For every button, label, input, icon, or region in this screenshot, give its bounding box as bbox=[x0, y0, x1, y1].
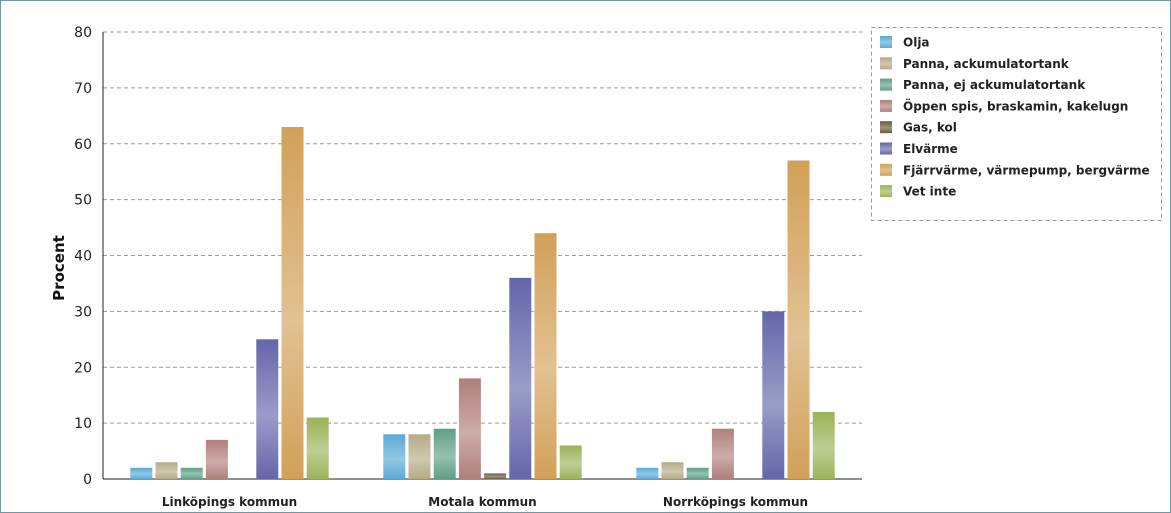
y-axis-title: Procent bbox=[50, 235, 68, 301]
legend-label-panna-ej-ackumulatortank: Panna, ej ackumulatortank bbox=[903, 78, 1086, 92]
bar-linkopings-kommun-oppen-spis-braskamin-kakelugn bbox=[205, 439, 228, 479]
bar-motala-kommun-gas-kol bbox=[484, 473, 507, 479]
bar-linkopings-kommun-olja bbox=[130, 467, 153, 479]
bar-norrkopings-kommun-olja bbox=[636, 467, 659, 479]
labels: Procent Linköpings kommun Motala kommun No… bbox=[50, 235, 808, 509]
legend-swatch-fjarrvarme-varmepump-bergvarme bbox=[880, 163, 892, 176]
y-tick-label-70: 70 bbox=[74, 81, 92, 97]
legend-swatch-olja bbox=[880, 36, 892, 48]
legend-swatch-gas-kol bbox=[880, 121, 892, 134]
legend-label-elvarme: Elvärme bbox=[903, 142, 958, 156]
bar-linkopings-kommun-panna-ackumulatortank bbox=[155, 462, 178, 479]
y-tick-label-30: 30 bbox=[74, 304, 92, 320]
x-tick-label-motala-kommun: Motala kommun bbox=[428, 495, 536, 509]
bar-motala-kommun-oppen-spis-braskamin-kakelugn bbox=[458, 378, 481, 479]
bar-norrkopings-kommun-elvarme bbox=[762, 311, 785, 479]
legend-label-oppen-spis-braskamin-kakelugn: Öppen spis, braskamin, kakelugn bbox=[903, 98, 1128, 113]
bar-norrkopings-kommun-oppen-spis-braskamin-kakelugn bbox=[711, 428, 734, 479]
y-tick-label-10: 10 bbox=[74, 416, 92, 432]
legend-swatch-elvarme bbox=[880, 142, 892, 155]
legend-label-panna-ackumulatortank: Panna, ackumulatortank bbox=[903, 57, 1070, 71]
legend-label-fjarrvarme-varmepump-bergvarme: Fjärrvärme, värmepump, bergvärme bbox=[903, 163, 1150, 177]
bar-motala-kommun-panna-ej-ackumulatortank bbox=[433, 428, 456, 479]
legend-label-gas-kol: Gas, kol bbox=[903, 121, 957, 135]
bar-linkopings-kommun-panna-ej-ackumulatortank bbox=[180, 467, 203, 479]
x-tick-label-norrkopings-kommun: Norrköpings kommun bbox=[663, 495, 808, 509]
axes: 0 10 20 30 40 50 60 70 80 bbox=[74, 25, 862, 488]
bar-motala-kommun-panna-ackumulatortank bbox=[408, 434, 431, 479]
legend-label-vet-inte: Vet inte bbox=[903, 185, 956, 199]
bar-linkopings-kommun-fjarrvarme-varmepump-bergvarme bbox=[281, 126, 304, 480]
y-tick-label-0: 0 bbox=[83, 472, 92, 488]
legend-swatch-panna-ackumulatortank bbox=[880, 57, 892, 70]
legend-box bbox=[871, 27, 1162, 221]
bar-norrkopings-kommun-vet-inte bbox=[812, 411, 835, 479]
bar-norrkopings-kommun-panna-ackumulatortank bbox=[661, 462, 684, 479]
legend-label-olja: Olja bbox=[903, 36, 930, 50]
bar-motala-kommun-elvarme bbox=[509, 277, 532, 479]
bar-linkopings-kommun-vet-inte bbox=[306, 417, 329, 479]
y-tick-label-60: 60 bbox=[74, 137, 92, 153]
y-tick-label-80: 80 bbox=[74, 25, 92, 41]
bar-motala-kommun-fjarrvarme-varmepump-bergvarme bbox=[534, 233, 557, 479]
legend-swatch-vet-inte bbox=[880, 185, 892, 198]
bar-norrkopings-kommun-panna-ej-ackumulatortank bbox=[686, 467, 709, 479]
y-tick-label-40: 40 bbox=[74, 249, 92, 265]
legend-swatch-oppen-spis-braskamin-kakelugn bbox=[880, 99, 892, 112]
grid-lines bbox=[103, 31, 862, 424]
y-tick-label-20: 20 bbox=[74, 360, 92, 376]
legend-swatch-panna-ej-ackumulatortank bbox=[880, 78, 892, 91]
bar-motala-kommun-olja bbox=[383, 434, 406, 479]
bar-linkopings-kommun-elvarme bbox=[256, 339, 279, 479]
y-tick-label-50: 50 bbox=[74, 193, 92, 209]
bars bbox=[130, 126, 835, 480]
legend: Olja Panna, ackumulatortank Panna, ej acku… bbox=[871, 27, 1162, 221]
bar-norrkopings-kommun-fjarrvarme-varmepump-bergvarme bbox=[787, 160, 810, 479]
bar-motala-kommun-vet-inte bbox=[559, 445, 582, 479]
x-tick-label-linkopings-kommun: Linköpings kommun bbox=[162, 495, 297, 509]
